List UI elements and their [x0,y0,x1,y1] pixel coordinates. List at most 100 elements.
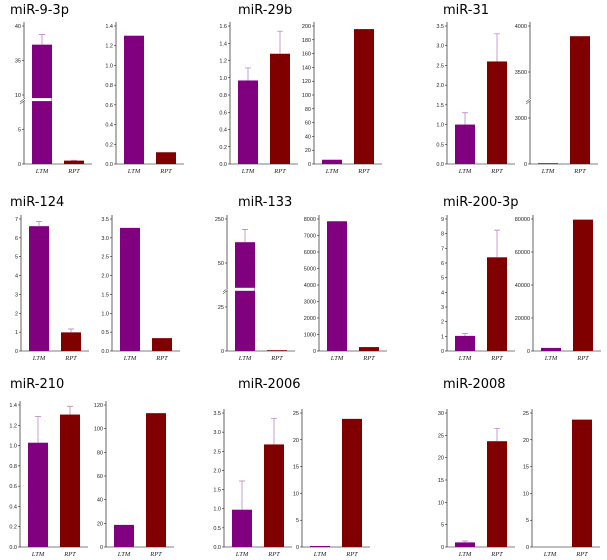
right-subplot-category-label: RPT [573,168,586,175]
right-subplot-category-label: RPT [159,168,172,175]
right-subplot-bar-ltm [310,546,330,547]
left-subplot-tick-label: 20 [438,456,444,462]
right-subplot-tick-label: 25 [293,411,299,417]
left-subplot-tick-label: 5 [15,255,18,261]
right-subplot-bar-rpt [342,418,362,547]
panel-mir-29b: miR-29b 0.0 0.2 0.4 0.6 0.8 1.0 1.2 1.4 1.6 LTM RPT… [219,3,382,175]
left-subplot-bar-rpt [61,332,81,351]
left-subplot-tick-label: 4 [441,290,444,296]
right-subplot-tick-label: 0 [526,545,529,551]
right-subplot-category-label: RPT [576,355,589,362]
right-subplot-category-label: LTM [127,168,141,175]
left-subplot-error-bar [462,112,468,125]
left-subplot-bar-rpt [60,414,80,547]
left-subplot-tick-label: 3 [15,292,18,298]
left-subplot-tick-label: 10 [438,500,444,506]
left-subplot-tick-label: 7 [441,246,444,252]
left-subplot-bar-rpt [267,350,287,351]
left-subplot-bar-ltm [235,242,255,351]
left-subplot-axis-break [21,98,52,102]
left-subplot-tick-label: 25 [438,433,444,439]
right-subplot-tick-label: 8000 [304,217,316,223]
left-subplot-tick-label: 2.0 [213,468,221,474]
right-subplot-category-label: LTM [543,551,557,558]
panel-title: miR-210 [10,377,64,392]
left-subplot-tick-label: 5 [18,128,21,134]
left-subplot-tick-label: 3 [441,305,444,311]
left-subplot-category-label: RPT [490,168,503,175]
left-subplot-tick-label: 1.6 [219,24,227,30]
right-subplot-bar-rpt [570,36,590,165]
right-subplot-tick-label: 3000 [304,300,316,306]
right-subplot-category-label: RPT [345,551,358,558]
right-subplot-tick-label: 120 [94,403,103,409]
right-subplot-category-label: LTM [541,168,555,175]
right-subplot-tick-label: 40 [97,498,103,504]
right-subplot-axis-break-slash [525,97,532,105]
left-subplot-error-bar [494,427,500,442]
left-subplot-error-bar [462,540,468,543]
left-subplot-tick-label: 35 [15,59,21,65]
right-subplot-tick-label: 1.0 [101,311,109,317]
left-subplot-error-bar [68,328,74,333]
left-subplot-tick-label: 0.8 [219,93,227,99]
left-subplot-tick-label: 40 [15,24,21,30]
left-subplot-tick-label: 1.4 [219,41,227,47]
panel-title: miR-133 [238,195,292,210]
left-subplot-tick-label: 0.0 [219,162,227,168]
right-subplot-tick-label: 3.0 [101,236,109,242]
left-subplot-axis-break [224,287,255,291]
right-subplot-tick-label: 1.0 [105,63,113,69]
left-subplot-tick-label: 1.5 [436,103,444,109]
left-subplot-tick-label: 0.2 [9,525,17,531]
right-subplot-bar-ltm [322,159,342,164]
right-subplot-tick-label: 4000 [515,24,527,30]
left-subplot-tick-label: 3.0 [436,44,444,50]
left-subplot-tick-label: 3.5 [213,411,221,417]
panel-title: miR-2006 [238,377,301,392]
right-subplot-category-label: LTM [117,551,131,558]
right-subplot-tick-label: 80 [97,450,103,456]
left-subplot-error-bar [35,416,41,443]
left-subplot-tick-label: 6 [441,261,444,267]
left-subplot-axis-break-slash [222,287,229,294]
left-subplot-tick-label: 10 [15,93,21,99]
right-subplot-bar-ltm [538,163,558,164]
left-subplot-bar-rpt [487,441,507,547]
left-subplot-bar-rpt [264,444,284,547]
left-subplot-tick-label: 0.0 [436,162,444,168]
panel-mir-133: miR-133 0 25 50 250 LTM RPT 0 1000 2000 3000 4000 50… [215,195,387,362]
left-subplot-bar-rpt [487,257,507,351]
right-subplot-bar-rpt [572,419,592,547]
left-subplot-tick-label: 2.0 [436,83,444,89]
left-subplot-category-label: RPT [67,168,80,175]
left-subplot-tick-label: 1 [15,330,18,336]
left-subplot-tick-label: 1.2 [9,423,17,429]
right-subplot-bar-rpt [354,29,374,164]
left-subplot-bar-ltm [28,442,48,547]
right-subplot-tick-label: 0 [296,545,299,551]
left-subplot-tick-label: 1.0 [219,76,227,82]
left-subplot-tick-label: 2 [15,311,18,317]
right-subplot-tick-label: 1.4 [105,24,113,30]
right-subplot-category-label: RPT [575,551,588,558]
left-subplot-error-bar [239,480,245,510]
left-subplot-tick-label: 5 [441,523,444,529]
left-subplot-tick-label: 0 [441,349,444,355]
left-subplot-error-bar [271,417,277,445]
left-subplot-bar-ltm [32,44,52,164]
left-subplot-tick-label: 1.0 [213,507,221,513]
left-subplot-tick-label: 0 [18,162,21,168]
right-subplot-bar-ltm [120,227,140,351]
right-subplot-bar-ltm [327,221,347,351]
left-subplot-category-label: LTM [458,168,472,175]
left-subplot-tick-label: 2.5 [213,449,221,455]
left-subplot-tick-label: 2 [441,320,444,326]
right-subplot-tick-label: 0 [313,349,316,355]
right-subplot-bar-ltm [124,35,144,165]
right-subplot-tick-label: 0 [100,545,103,551]
left-subplot-axis-break-slash [19,97,26,105]
panel-mir-210: miR-210 0.0 0.2 0.4 0.6 0.8 1.0 1.2 1.4 LTM RPT 0 20… [9,377,174,558]
right-subplot-tick-label: 60000 [515,250,530,256]
right-subplot-tick-label: 2000 [304,316,316,322]
